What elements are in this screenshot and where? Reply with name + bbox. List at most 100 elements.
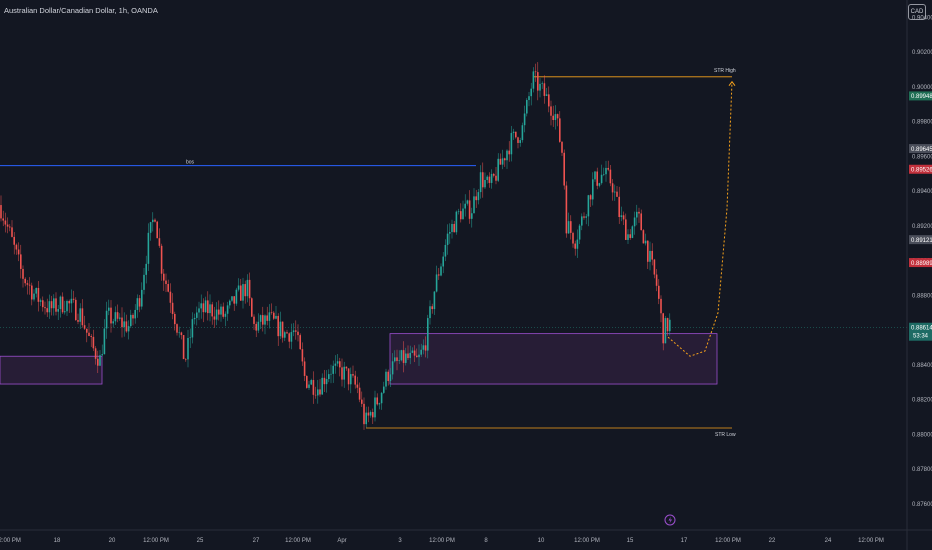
candle-body: [281, 321, 284, 338]
annotations-layer: bos STR High STR Low: [186, 68, 736, 438]
candle: [622, 211, 625, 226]
candle-body: [512, 131, 515, 133]
candle: [653, 258, 656, 279]
candle: [17, 242, 20, 262]
candle: [246, 274, 249, 303]
projection-path: [667, 81, 733, 357]
candle-body: [163, 273, 165, 281]
candle-body: [0, 205, 2, 219]
candle: [550, 100, 552, 126]
candle-body: [290, 332, 293, 342]
y-tick-label: 0.89200: [912, 224, 932, 230]
candle-body: [347, 368, 350, 385]
candle-body: [235, 289, 238, 304]
candle: [528, 91, 530, 107]
candle: [314, 386, 317, 399]
candle: [561, 141, 563, 156]
candle: [22, 265, 24, 288]
candle-body: [561, 141, 563, 153]
candle: [2, 210, 4, 227]
candle: [504, 157, 506, 167]
candle-body: [350, 374, 352, 385]
x-tick-label: 12:00 PM: [858, 538, 884, 544]
candle-body: [543, 83, 546, 96]
candle-body: [609, 169, 612, 184]
candle-body: [581, 216, 583, 226]
candle: [658, 279, 660, 305]
candle-body: [180, 332, 183, 336]
candle-body: [138, 298, 141, 307]
candle: [105, 301, 108, 339]
candle-body: [39, 300, 42, 302]
candle: [35, 287, 37, 298]
candle: [79, 303, 81, 329]
price-tag-countdown: 53:34: [913, 334, 929, 340]
candle: [422, 339, 425, 355]
candle-body: [97, 358, 99, 366]
candle-body: [664, 318, 667, 344]
candle: [37, 281, 40, 312]
candle-body: [15, 244, 18, 250]
candle: [356, 376, 359, 394]
candle-body: [328, 374, 330, 380]
candle: [471, 207, 473, 228]
candle-body: [22, 268, 24, 279]
candle: [57, 304, 59, 321]
candle-body: [57, 309, 59, 312]
candle-body: [301, 349, 304, 362]
candle: [237, 278, 240, 292]
candle: [187, 329, 189, 368]
candle: [594, 170, 596, 182]
candle: [70, 289, 73, 313]
candle-body: [83, 325, 86, 329]
candle-body: [182, 335, 185, 360]
candle-body: [444, 244, 447, 257]
candle-body: [79, 308, 81, 322]
candle-body: [534, 71, 537, 73]
candle: [42, 296, 44, 312]
lightning-icon[interactable]: [664, 514, 676, 526]
candle: [576, 229, 579, 258]
candle: [0, 195, 2, 222]
x-tick-label: 24: [825, 538, 832, 544]
candle: [55, 292, 57, 316]
currency-badge[interactable]: CAD: [908, 4, 926, 20]
candle-body: [251, 298, 253, 317]
candle-body: [123, 321, 125, 328]
candle-body: [541, 83, 543, 84]
candle-body: [378, 403, 381, 405]
candle-body: [365, 412, 367, 425]
candle: [482, 162, 484, 198]
candle-body: [374, 397, 376, 418]
candle: [532, 67, 535, 93]
candle-body: [383, 386, 385, 393]
candle: [251, 297, 253, 318]
candle: [662, 312, 664, 351]
x-tick-label: 12:00 PM: [143, 538, 169, 544]
candle-body: [334, 363, 337, 366]
candle-body: [433, 291, 436, 310]
candle: [488, 172, 491, 188]
candle: [154, 218, 156, 223]
candle: [284, 330, 286, 342]
candle-body: [343, 366, 345, 380]
candle: [570, 215, 572, 240]
candle: [534, 63, 537, 82]
candle-body: [398, 360, 400, 361]
candle-body: [495, 175, 497, 181]
candle-body: [385, 371, 387, 387]
candle: [248, 272, 251, 306]
candle: [273, 311, 275, 320]
candle: [213, 306, 216, 328]
candle: [31, 282, 33, 306]
candle-body: [273, 312, 275, 319]
candle: [123, 312, 125, 337]
candle: [411, 347, 414, 354]
candle: [363, 397, 365, 430]
candle-body: [598, 183, 601, 186]
candle-body: [552, 115, 554, 121]
candle-body: [411, 350, 414, 353]
candle-body: [442, 256, 444, 267]
candle: [644, 233, 647, 246]
